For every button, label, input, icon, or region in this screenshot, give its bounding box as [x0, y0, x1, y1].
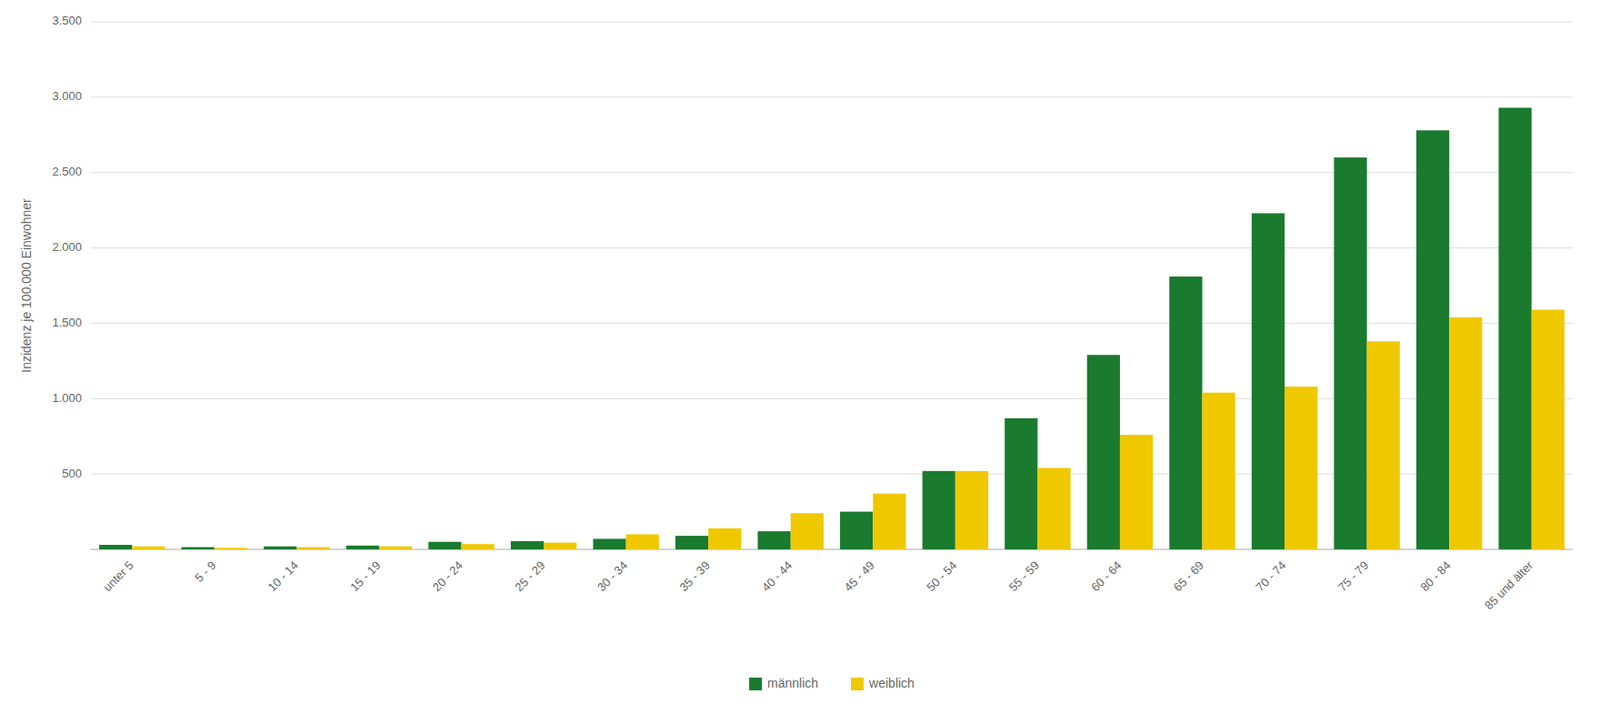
x-tick-label: 80 - 84: [1417, 558, 1453, 594]
bar: [955, 470, 989, 550]
series-bars: [131, 310, 1565, 550]
bar: [296, 547, 330, 550]
y-axis-label: Inzidenz je 100.000 Einwohner: [19, 198, 34, 373]
x-tick-label: 85 und älter: [1481, 557, 1537, 612]
bar: [428, 541, 461, 550]
bar: [214, 547, 248, 550]
bar: [708, 528, 741, 550]
bar: [592, 538, 626, 550]
bar: [1367, 340, 1400, 550]
bar: [1333, 157, 1367, 550]
bar: [131, 546, 165, 550]
bar: [872, 493, 906, 550]
y-tick-label: 1.000: [51, 390, 82, 405]
x-tick-label: 35 - 39: [676, 558, 712, 594]
bar: [790, 512, 824, 550]
x-tick-label: 70 - 74: [1252, 558, 1289, 594]
bar: [1169, 276, 1202, 550]
legend-label: männlich: [767, 675, 819, 690]
chart: 500 1.000 1.500 2.000 2.500 3.000 3.500 unter 5…: [0, 0, 1600, 704]
legend-item: männlich: [749, 675, 819, 690]
bar: [1251, 212, 1285, 550]
x-tick-label: 15 - 19: [347, 558, 383, 594]
bar: [626, 533, 660, 550]
series-bars: [99, 107, 1532, 550]
x-tick-labels: unter 5 5 - 9 10 - 14 15 - 19 20 - 24 25 - 29…: [100, 557, 1537, 612]
bar: [510, 540, 544, 550]
x-tick-label: 25 - 29: [511, 558, 548, 594]
x-tick-label: 5 - 9: [191, 558, 219, 585]
y-tick-label: 2.500: [51, 164, 82, 179]
x-tick-label: 20 - 24: [430, 558, 466, 594]
x-tick-label: 30 - 34: [594, 558, 630, 594]
bar: [840, 511, 873, 550]
x-tick-label: 10 - 14: [265, 558, 301, 594]
x-tick-label: 50 - 54: [923, 558, 960, 594]
x-tick-label: 55 - 59: [1006, 558, 1042, 594]
bar: [346, 545, 380, 550]
y-tick-label: 2.000: [51, 240, 82, 254]
y-tick-label: 3.500: [51, 13, 82, 28]
grid-line: [90, 96, 1573, 98]
bar: [758, 530, 791, 550]
bar: [1087, 354, 1120, 550]
grid: [90, 21, 1573, 550]
bar: [1449, 317, 1482, 550]
x-tick-label: 75 - 79: [1335, 558, 1371, 594]
y-tick-label: 1.500: [51, 315, 82, 330]
y-tick-labels: 500 1.000 1.500 2.000 2.500 3.000 3.500: [51, 13, 82, 480]
x-tick-label: 40 - 44: [759, 558, 795, 594]
x-tick-label: unter 5: [100, 558, 137, 594]
bar: [1499, 107, 1532, 550]
bar: [1202, 392, 1236, 550]
bar: [675, 535, 709, 550]
x-tick-label: 45 - 49: [841, 558, 878, 594]
legend-label: weiblich: [868, 675, 915, 690]
bar: [181, 547, 215, 550]
bars: [99, 107, 1565, 550]
legend-swatch: [749, 677, 762, 690]
x-tick-label: 65 - 69: [1170, 558, 1207, 594]
legend-item: weiblich: [850, 675, 915, 690]
bar: [922, 470, 956, 550]
grid-line: [90, 21, 1573, 23]
bar: [1120, 434, 1153, 550]
legend: männlich weiblich: [749, 675, 915, 690]
y-tick-label: 500: [61, 466, 82, 480]
bar: [1004, 418, 1038, 550]
bar: [461, 543, 495, 550]
bar: [379, 546, 412, 550]
bar: [263, 546, 297, 550]
bar: [1531, 310, 1565, 550]
bar: [99, 544, 132, 550]
bar: [1416, 130, 1450, 550]
bar: [1037, 468, 1070, 550]
bar: [1284, 386, 1318, 550]
bar: [543, 542, 577, 550]
x-tick-label: 60 - 64: [1088, 558, 1124, 594]
y-tick-label: 3.000: [51, 89, 82, 103]
legend-swatch: [850, 677, 864, 690]
